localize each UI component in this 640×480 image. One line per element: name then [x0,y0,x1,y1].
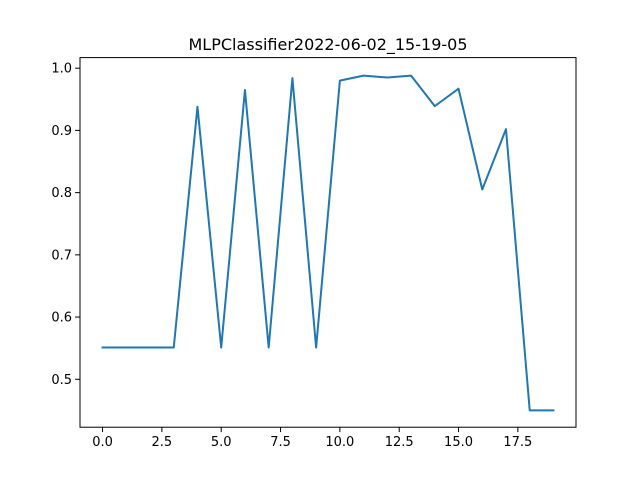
y-tick-label: 0.5 [51,373,72,388]
y-tick-label: 0.8 [51,186,72,201]
y-axis: 0.5 0.6 0.7 0.8 0.9 1.0 [51,62,80,388]
y-tick-label: 0.9 [51,124,72,139]
x-tick-label: 7.5 [270,435,291,450]
y-tick-label: 0.6 [51,311,72,326]
y-tick-label: 0.7 [51,248,72,263]
x-tick-label: 10.0 [325,435,354,450]
x-tick-label: 15.0 [444,435,473,450]
x-tick-label: 0.0 [92,435,113,450]
x-tick-label: 17.5 [503,435,532,450]
chart-title: MLPClassifier2022-06-02_15-19-05 [188,35,467,55]
x-axis: 0.0 2.5 5.0 7.5 10.0 12.5 15.0 17.5 [92,427,532,450]
x-tick-label: 2.5 [152,435,173,450]
series-layer [101,74,555,412]
series-line-0 [101,74,555,412]
y-tick-label: 1.0 [51,62,72,77]
x-tick-label: 5.0 [211,435,232,450]
x-tick-label: 12.5 [385,435,414,450]
plot-frame [79,57,577,428]
